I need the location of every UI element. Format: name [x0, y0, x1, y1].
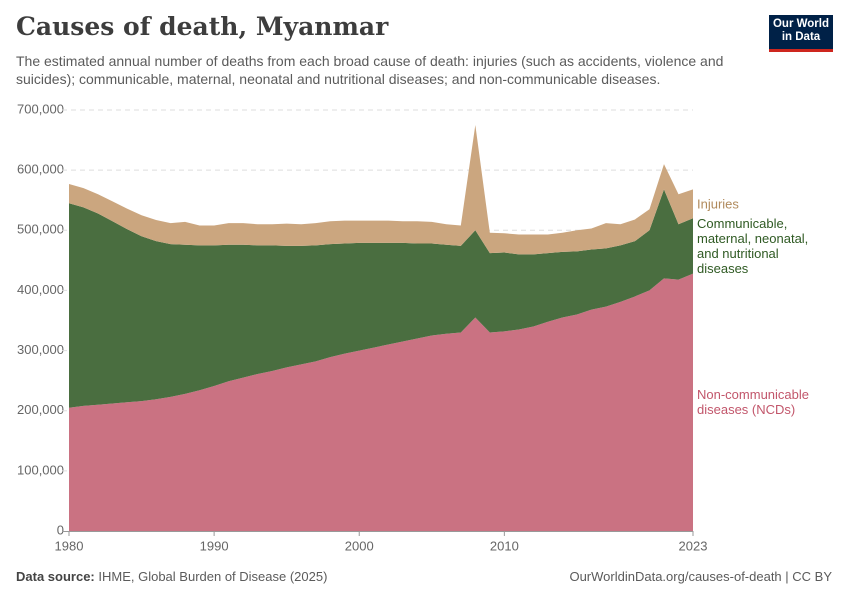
- legend-label[interactable]: Non-communicable diseases (NCDs): [697, 387, 809, 418]
- area: [69, 273, 693, 531]
- legend-label[interactable]: Communicable, maternal, neonatal, and nu…: [697, 215, 809, 276]
- y-tick-label: 500,000: [17, 222, 64, 237]
- source-label: Data source:: [16, 569, 95, 584]
- url[interactable]: OurWorldinData.org/causes-of-death | CC …: [569, 569, 832, 584]
- x-tick-label: 2023: [679, 538, 708, 553]
- source-text: IHME, Global Burden of Disease (2025): [98, 569, 328, 584]
- x-tick-label: 2000: [345, 538, 374, 553]
- source: Data source: IHME, Global Burden of Dise…: [16, 569, 327, 584]
- y-tick-label: 600,000: [17, 162, 64, 177]
- x-tick-label: 1990: [200, 538, 229, 553]
- area: [69, 125, 693, 255]
- y-tick-label: 100,000: [17, 462, 64, 477]
- y-tick-label: 200,000: [17, 402, 64, 417]
- x-tick-label: 1980: [55, 538, 84, 553]
- y-tick-label: 0: [57, 522, 64, 537]
- logo[interactable]: Our World in Data: [769, 15, 833, 52]
- chart-subtitle: The estimated annual number of deaths fr…: [16, 53, 724, 87]
- y-tick-label: 400,000: [17, 282, 64, 297]
- legend-label[interactable]: Injuries: [697, 196, 739, 212]
- area: [69, 189, 693, 408]
- y-tick-label: 300,000: [17, 342, 64, 357]
- chart-title: Causes of death, Myanmar: [16, 12, 389, 41]
- y-tick-label: 700,000: [17, 101, 64, 116]
- x-tick-label: 2010: [490, 538, 519, 553]
